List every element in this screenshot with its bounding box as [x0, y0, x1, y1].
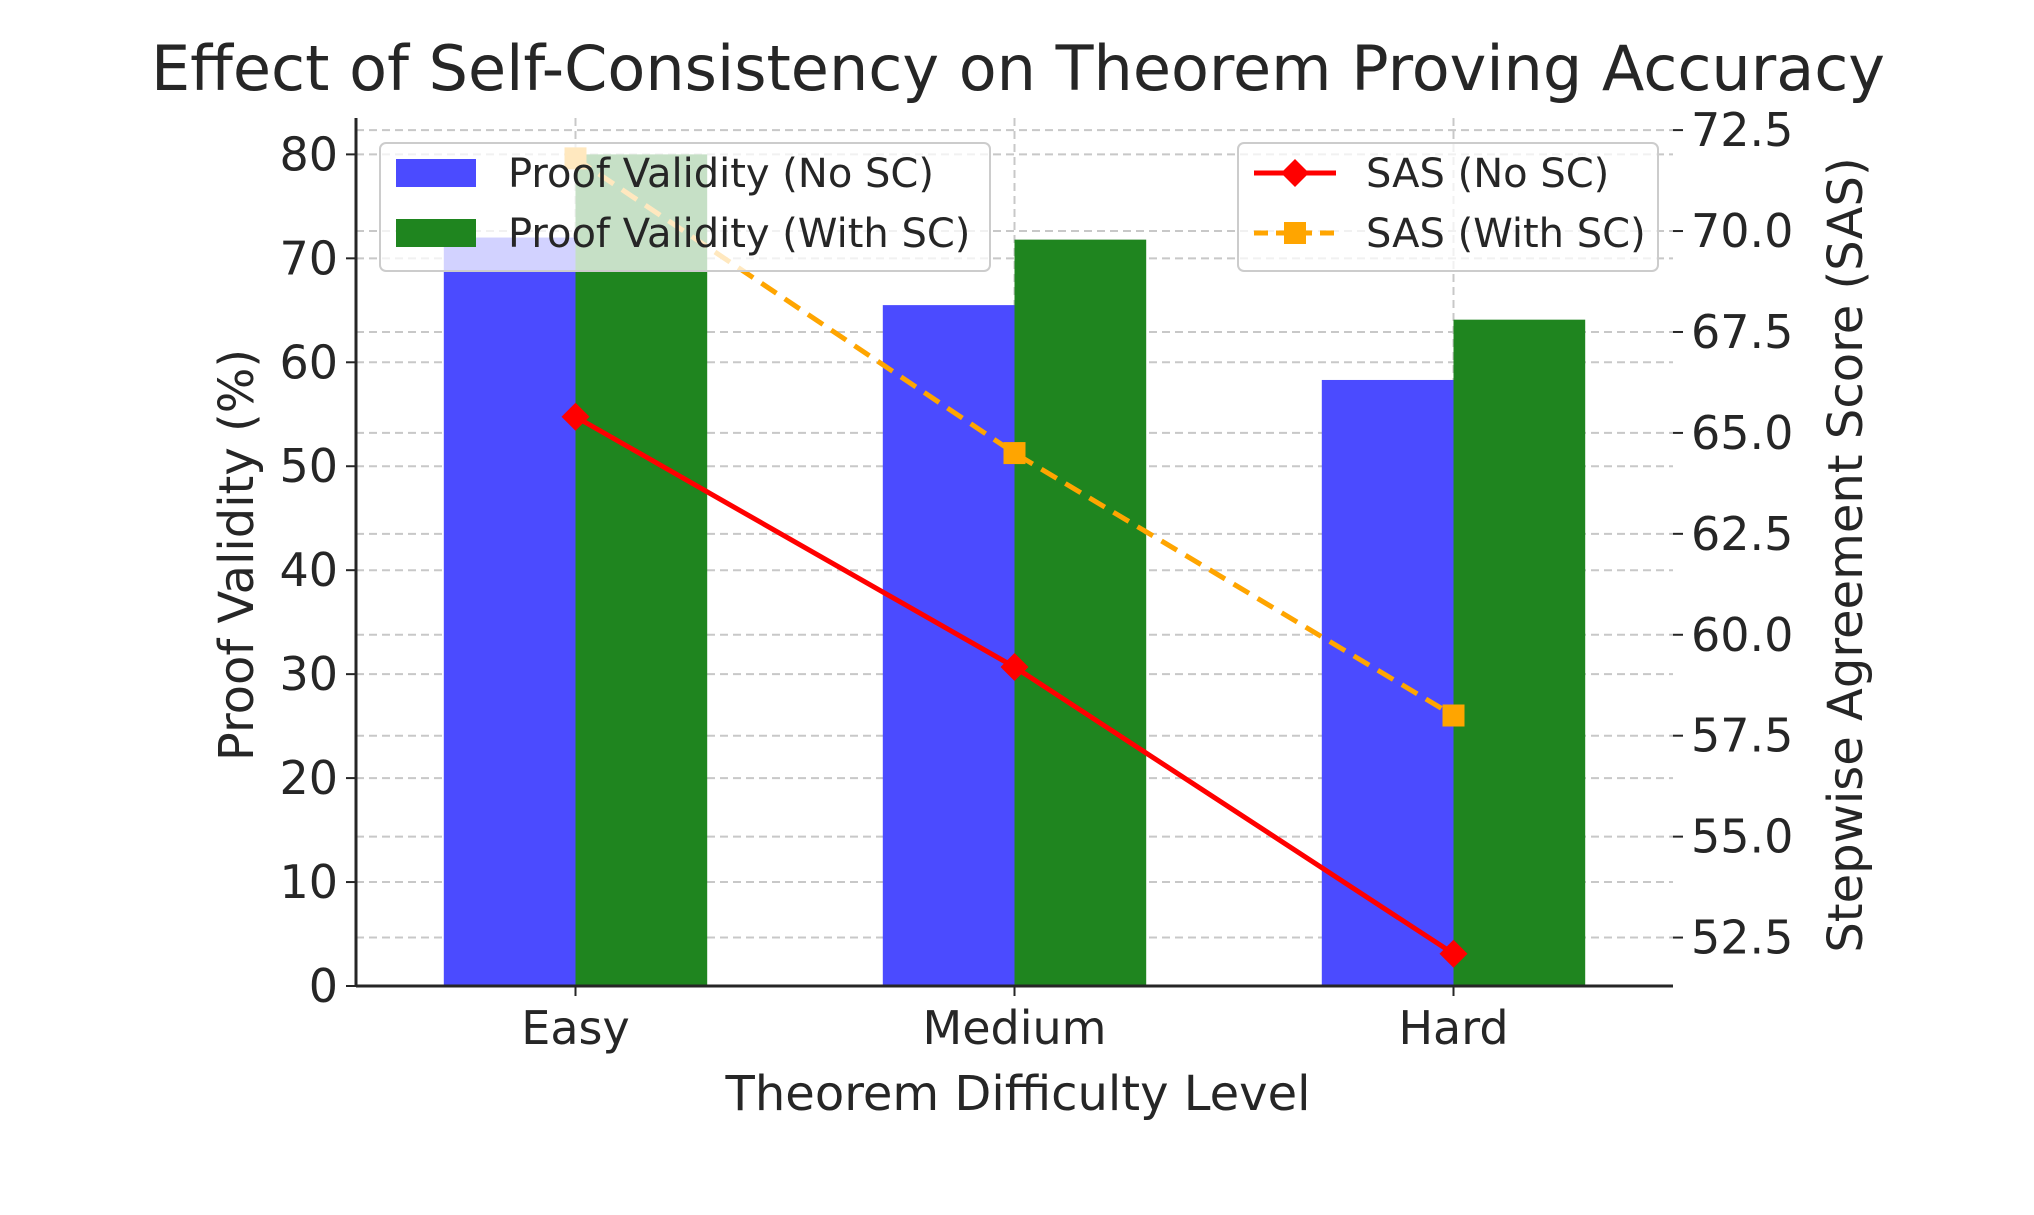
legend-left: Proof Validity (No SC) Proof Validity (Wi…: [379, 142, 991, 272]
y2-tick-label: 57.5: [1691, 709, 1793, 763]
legend-swatch: [396, 219, 476, 247]
point-sas-no-sc: [1000, 653, 1029, 682]
legend-right-frame: [1237, 142, 1659, 272]
y-tick-label: 10: [279, 855, 338, 909]
point-sas-with-sc: [1003, 442, 1026, 465]
y2-tick-label: 65.0: [1691, 406, 1793, 460]
legend-label: Proof Validity (No SC): [508, 151, 934, 197]
bar-with-sc: [575, 154, 708, 986]
y2-tick-label: 62.5: [1691, 507, 1793, 561]
y2-tick-label: 72.5: [1691, 103, 1793, 157]
x-axis-label: Theorem Difficulty Level: [725, 1066, 1311, 1122]
legend-right: SAS (No SC) SAS (With SC): [1237, 142, 1659, 272]
x-tick-label: Hard: [1398, 1001, 1508, 1055]
legend-label: SAS (With SC): [1366, 211, 1646, 257]
y-tick-label: 30: [279, 647, 338, 701]
y-tick-label: 70: [279, 231, 338, 285]
legend-marker: [1281, 159, 1309, 187]
y-tick-label: 80: [279, 127, 338, 181]
bar-no-sc: [882, 305, 1015, 986]
legend-left-frame: [379, 142, 991, 272]
y2-axis-label: Stepwise Agreement Score (SAS): [1818, 157, 1874, 952]
y2-tick-label: 52.5: [1691, 911, 1793, 965]
legend-label: Proof Validity (With SC): [508, 211, 970, 257]
x-tick-label: Easy: [521, 1001, 629, 1055]
point-sas-no-sc: [1439, 939, 1468, 968]
point-sas-no-sc: [561, 402, 590, 431]
bars-layer: [443, 154, 1586, 986]
y2-tick-label: 70.0: [1691, 204, 1793, 258]
y-tick-label: 20: [279, 751, 338, 805]
chart-title: Effect of Self-Consistency on Theorem Pr…: [151, 32, 1885, 105]
legend-label: SAS (No SC): [1366, 151, 1609, 197]
y2-tick-label: 55.0: [1691, 810, 1793, 864]
bar-no-sc: [1321, 379, 1454, 986]
x-tick-label: Medium: [923, 1001, 1107, 1055]
legend-swatch: [396, 159, 476, 187]
bar-with-sc: [1014, 239, 1147, 986]
y2-tick-label: 67.5: [1691, 305, 1793, 359]
bar-with-sc: [1453, 319, 1586, 986]
y-tick-label: 40: [279, 543, 338, 597]
y-tick-label: 60: [279, 335, 338, 389]
point-sas-with-sc: [1442, 704, 1465, 727]
y-axis-label: Proof Validity (%): [209, 349, 265, 761]
y-tick-label: 50: [279, 439, 338, 493]
y2-tick-label: 60.0: [1691, 608, 1793, 662]
y-tick-label: 0: [309, 959, 338, 1013]
bar-no-sc: [443, 237, 576, 986]
legend-marker: [1284, 222, 1306, 244]
axes-layer: 0 10 20 30 40 50 60 70 80 52.5 55.0 57.5 60.0 62.5 65.…: [279, 103, 1793, 1055]
